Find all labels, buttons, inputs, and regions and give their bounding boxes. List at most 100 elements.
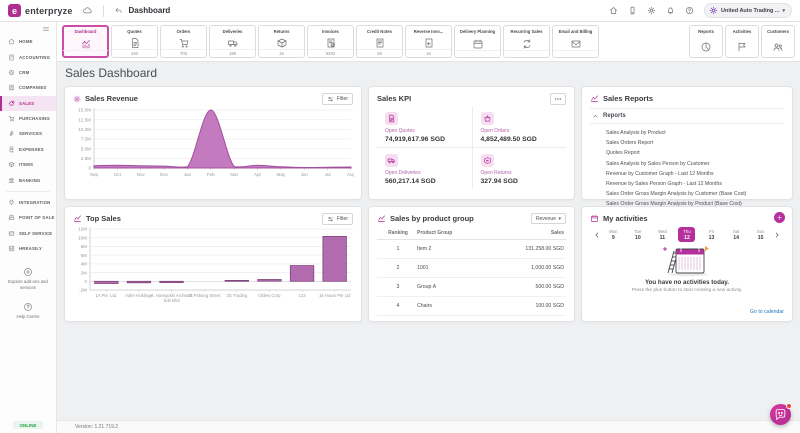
tab-customers[interactable]: Customers xyxy=(761,25,795,58)
add-activity-button[interactable] xyxy=(774,212,785,223)
svg-text:3G Trading: 3G Trading xyxy=(226,293,247,298)
report-link[interactable]: Sales Analysis by Sales Person by Custom… xyxy=(606,160,710,167)
svg-text:Sep: Sep xyxy=(90,172,99,177)
day-wed[interactable]: Wed 11 xyxy=(654,227,671,242)
help-centre-label: Help Centre xyxy=(16,313,40,319)
companies-icon xyxy=(8,84,15,91)
go-to-calendar-link[interactable]: Go to calendar xyxy=(749,309,784,315)
report-link[interactable]: Revenue by Sales Person Graph - Last 12 … xyxy=(606,181,722,188)
cell-sales: 100.00 SGD xyxy=(535,303,564,309)
sidebar-item-home[interactable]: HOME xyxy=(0,34,56,49)
sidebar-item-self-service[interactable]: SELF SERVICE xyxy=(0,226,56,241)
notifications-icon[interactable] xyxy=(666,6,675,15)
chevron-right-icon[interactable] xyxy=(773,231,781,239)
day-name: Tue xyxy=(634,228,642,234)
svg-text:4M: 4M xyxy=(81,262,88,267)
sidebar-item-expenses[interactable]: EXPENSES xyxy=(0,142,56,157)
day-tue[interactable]: Tue 10 xyxy=(629,227,646,242)
cell-product-group: Group A xyxy=(417,284,437,290)
sidebar-item-label: HOME xyxy=(19,39,33,45)
back-arrow-icon[interactable] xyxy=(114,6,123,15)
day-sat[interactable]: Sat 14 xyxy=(728,227,745,242)
tab-invoices[interactable]: Invoices 5292 xyxy=(307,25,354,58)
sidebar-item-hreasily[interactable]: HREASILY xyxy=(0,241,56,256)
sidebar-item-purchasing[interactable]: PURCHASING xyxy=(0,111,56,126)
sidebar-item-banking[interactable]: BANKING xyxy=(0,172,56,187)
tab-reports[interactable]: Reports xyxy=(689,25,723,58)
svg-text:0: 0 xyxy=(88,166,91,171)
tab-label: Activities xyxy=(732,29,752,35)
help-icon[interactable] xyxy=(685,6,694,15)
day-thu[interactable]: Thu 12 xyxy=(678,227,696,242)
mobile-icon[interactable] xyxy=(628,6,637,15)
svg-text:May: May xyxy=(277,172,286,177)
sales-kpi-menu-button[interactable] xyxy=(550,93,566,105)
tab-label: Invoices xyxy=(322,29,339,35)
top-sales-filter-button[interactable]: Filter xyxy=(322,213,353,225)
tab-count: 16 xyxy=(259,49,304,57)
sidebar-item-crm[interactable]: CRM xyxy=(0,65,56,80)
sidebar-item-point-of-sale[interactable]: POINT OF SALE xyxy=(0,210,56,225)
sidebar-collapse-icon[interactable] xyxy=(42,25,50,33)
report-link[interactable]: Revenue by Customer Graph - Last 12 Mont… xyxy=(606,170,714,177)
chevron-down-icon: ▾ xyxy=(558,215,561,222)
days-row: Mon 9 Tue 10 Wed 11 Thu 12 Fri 13 Sat 14 Sun 15 xyxy=(601,227,773,242)
svg-text:10M: 10M xyxy=(78,235,87,240)
product-group-metric-dropdown[interactable]: Revenue ▾ xyxy=(530,213,566,224)
tab-credit-notes[interactable]: Credit Notes 28 xyxy=(356,25,403,58)
tab-deliveries[interactable]: Deliveries 189 xyxy=(209,25,256,58)
chat-widget-button[interactable] xyxy=(770,403,792,425)
report-link[interactable]: Sales Order Gross Margin Analysis by Cus… xyxy=(606,191,747,198)
tab-delivery-planning[interactable]: Delivery Planning xyxy=(454,25,501,58)
svg-text:Jun: Jun xyxy=(301,172,309,177)
sidebar-item-items[interactable]: ITEMS xyxy=(0,157,56,172)
kpi-open-deliveries[interactable]: Open Deliveries 560,217.14 SGD xyxy=(377,147,472,189)
kpi-open-orders[interactable]: Open Orders 4,852,489.50 SGD xyxy=(471,106,567,147)
explore-addons[interactable]: Explore add-ons and services xyxy=(0,267,56,291)
sidebar-item-accounting[interactable]: ACCOUNTING xyxy=(0,49,56,64)
home-icon[interactable] xyxy=(609,6,618,15)
day-number: 10 xyxy=(634,234,641,241)
module-tabstrip: Dashboard Quotes 440 Orders 703 Deliveries 189… xyxy=(57,22,800,62)
tab-label: Credit Notes xyxy=(367,29,392,35)
tab-count xyxy=(63,50,108,57)
tab-activities[interactable]: Activities xyxy=(725,25,759,58)
sidebar-item-sales[interactable]: SALES xyxy=(0,95,56,111)
table-row[interactable]: 4 Chairs 100.00 SGD xyxy=(377,297,566,316)
table-row[interactable]: 2 1001 1,000.00 SGD xyxy=(377,259,566,278)
report-link[interactable]: Sales Analysis by Product xyxy=(606,130,666,136)
tab-count: 440 xyxy=(112,49,157,57)
tab-reverse-invo-[interactable]: Reverse Invo... 16 xyxy=(405,25,452,58)
report-link[interactable]: Sales Orders Report xyxy=(606,140,654,147)
report-link[interactable]: Quotes Report xyxy=(606,150,640,157)
kpi-open-quotes[interactable]: Open Quotes 74,919,617.96 SGD xyxy=(377,106,472,147)
tab-returns[interactable]: Returns 16 xyxy=(258,25,305,58)
sidebar-item-integration[interactable]: INTEGRATION xyxy=(0,195,56,210)
tab-recurring-sales[interactable]: Recurring Sales xyxy=(503,25,550,58)
kpi-open-returns[interactable]: Open Returns 327.94 SGD xyxy=(471,147,566,189)
sidebar-item-label: PURCHASING xyxy=(19,116,50,122)
tabs-left-group: Dashboard Quotes 440 Orders 703 Deliveries 189… xyxy=(62,25,599,58)
sales-revenue-filter-button[interactable]: Filter xyxy=(322,93,353,105)
services-icon xyxy=(8,130,15,137)
svg-text:10.0M: 10.0M xyxy=(78,127,91,132)
settings-icon[interactable] xyxy=(647,6,656,15)
report-link[interactable]: Sales Order Gross Margin Analysis by Pro… xyxy=(606,201,742,208)
chevron-left-icon[interactable] xyxy=(593,231,601,239)
tab-email-and-billing[interactable]: Email and Billing xyxy=(552,25,599,58)
help-centre[interactable]: Help Centre xyxy=(0,302,56,320)
tab-dashboard[interactable]: Dashboard xyxy=(62,25,109,58)
table-row[interactable]: 3 Group A 500.00 SGD xyxy=(377,278,566,297)
tab-orders[interactable]: Orders 703 xyxy=(160,25,207,58)
sidebar-item-companies[interactable]: COMPANIES xyxy=(0,80,56,95)
table-row[interactable]: 1 Item 2 131,258.00 SGD xyxy=(377,240,566,259)
sidebar-item-services[interactable]: SERVICES xyxy=(0,126,56,141)
day-mon[interactable]: Mon 9 xyxy=(605,227,622,242)
chat-smiley-icon xyxy=(775,409,786,421)
reports-accordion-toggle[interactable]: Reports xyxy=(590,108,784,124)
sidebar-item-label: ITEMS xyxy=(19,162,34,168)
tab-quotes[interactable]: Quotes 440 xyxy=(111,25,158,58)
day-fri[interactable]: Fri 13 xyxy=(703,227,720,242)
company-selector[interactable]: United Auto Trading ... ▾ xyxy=(704,3,792,18)
day-sun[interactable]: Sun 15 xyxy=(752,227,769,242)
